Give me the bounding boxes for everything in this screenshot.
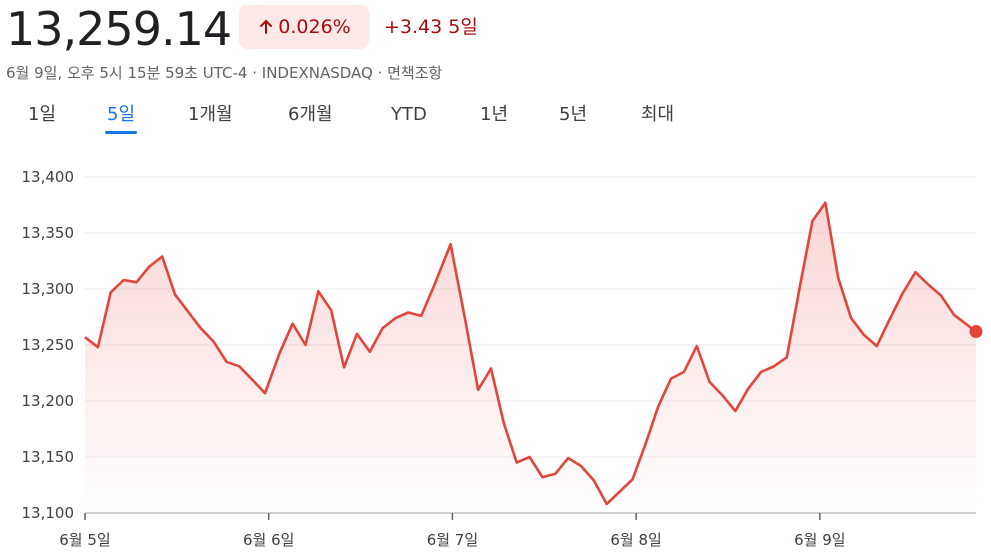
tab-1-year[interactable]: 1년 — [480, 104, 509, 125]
x-tick-label: 6월 7일 — [427, 531, 478, 549]
y-tick-label: 13,350 — [22, 224, 75, 242]
tab-ytd[interactable]: YTD — [391, 104, 427, 125]
tab-1-day[interactable]: 1일 — [28, 104, 57, 125]
tab-5-year[interactable]: 5년 — [559, 104, 588, 125]
percent-change-badge: 0.026% — [239, 5, 369, 49]
price-value: 13,259.14 — [6, 2, 232, 56]
quote-meta: 6월 9일, 오후 5시 15분 59초 UTC-4 · INDEXNASDAQ… — [6, 64, 443, 82]
range-tabs: 1일 5일 1개월 6개월 YTD 1년 5년 최대 — [0, 100, 991, 136]
y-tick-label: 13,100 — [22, 504, 75, 522]
price-line — [84, 201, 977, 506]
tab-5-day[interactable]: 5일 — [104, 100, 138, 134]
current-price-dot — [969, 325, 983, 339]
percent-change-value: 0.026% — [278, 16, 351, 38]
y-tick-label: 13,200 — [22, 392, 75, 410]
change-period-label: 5일 — [448, 16, 478, 38]
x-tick-label: 6월 6일 — [243, 531, 294, 549]
y-tick-label: 13,150 — [22, 448, 75, 466]
y-tick-label: 13,300 — [22, 280, 75, 298]
x-tick-label: 6월 5일 — [59, 531, 110, 549]
price-chart[interactable]: 13,400 13,350 13,300 13,250 13,200 13,150 13,1… — [0, 150, 991, 552]
tab-1-month[interactable]: 1개월 — [188, 104, 233, 125]
absolute-change: +3.43 5일 — [384, 12, 478, 39]
x-axis-labels: 6월 5일 6월 6일 6월 7일 6월 8일 6월 9일 — [59, 513, 846, 549]
price-area-fill — [85, 202, 976, 514]
x-tick-label: 6월 9일 — [794, 531, 845, 549]
tab-max[interactable]: 최대 — [641, 104, 675, 125]
y-axis-labels: 13,400 13,350 13,300 13,250 13,200 13,150 13,1… — [22, 168, 75, 522]
tab-6-month[interactable]: 6개월 — [288, 104, 333, 125]
x-tick-label: 6월 8일 — [610, 531, 661, 549]
y-tick-label: 13,400 — [22, 168, 75, 186]
y-tick-label: 13,250 — [22, 336, 75, 354]
absolute-change-value: +3.43 — [384, 16, 443, 38]
arrow-up-icon — [260, 19, 273, 34]
